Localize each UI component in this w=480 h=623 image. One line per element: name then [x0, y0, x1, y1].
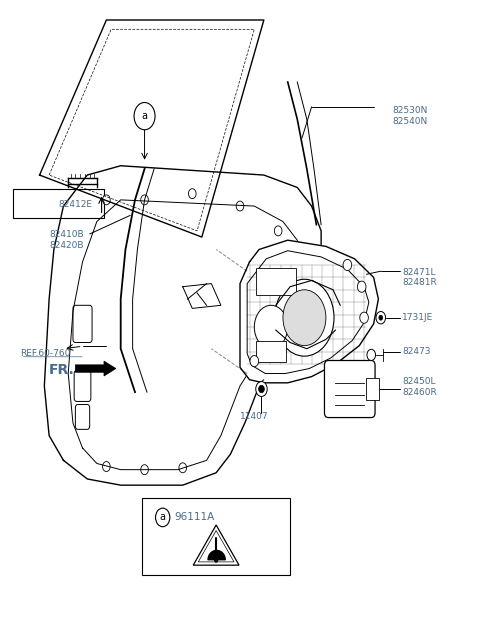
Text: 1731JE: 1731JE — [402, 313, 433, 322]
Circle shape — [376, 312, 385, 324]
Circle shape — [298, 307, 306, 316]
FancyBboxPatch shape — [73, 305, 92, 343]
Circle shape — [358, 281, 366, 292]
FancyBboxPatch shape — [142, 498, 290, 575]
Text: a: a — [160, 512, 166, 523]
Text: 82471L
82481R: 82471L 82481R — [402, 268, 437, 287]
Circle shape — [103, 195, 110, 205]
Text: 82530N
82540N: 82530N 82540N — [393, 107, 428, 126]
Text: 82412E: 82412E — [59, 201, 93, 209]
Circle shape — [254, 305, 288, 349]
Text: 82450L
82460R: 82450L 82460R — [402, 378, 437, 397]
Circle shape — [250, 356, 259, 367]
FancyBboxPatch shape — [13, 189, 104, 219]
Text: 82410B
82420B: 82410B 82420B — [49, 231, 84, 250]
FancyBboxPatch shape — [74, 371, 91, 401]
Circle shape — [134, 103, 155, 130]
Circle shape — [275, 226, 282, 236]
FancyBboxPatch shape — [256, 268, 296, 295]
Circle shape — [379, 315, 383, 320]
Circle shape — [367, 350, 375, 361]
FancyBboxPatch shape — [324, 361, 375, 417]
Text: 96111A: 96111A — [174, 512, 215, 523]
FancyBboxPatch shape — [75, 404, 90, 429]
Circle shape — [283, 290, 326, 346]
FancyBboxPatch shape — [365, 379, 379, 399]
Text: a: a — [142, 111, 147, 121]
Circle shape — [360, 312, 368, 323]
Text: 11407: 11407 — [240, 412, 269, 421]
Polygon shape — [193, 525, 239, 565]
Text: REF.60-760: REF.60-760 — [21, 349, 71, 358]
Circle shape — [259, 385, 264, 392]
Circle shape — [141, 465, 148, 475]
Text: 82473: 82473 — [402, 347, 431, 356]
Circle shape — [179, 463, 187, 473]
Circle shape — [293, 257, 301, 267]
Circle shape — [256, 381, 267, 396]
Circle shape — [236, 201, 244, 211]
Polygon shape — [198, 531, 234, 562]
Polygon shape — [240, 240, 378, 383]
Circle shape — [189, 189, 196, 199]
Circle shape — [215, 558, 217, 562]
Circle shape — [141, 195, 148, 205]
Text: FR.: FR. — [49, 363, 75, 378]
Circle shape — [103, 462, 110, 472]
Circle shape — [343, 259, 352, 270]
Circle shape — [156, 508, 170, 526]
Polygon shape — [75, 361, 116, 376]
Circle shape — [275, 279, 334, 356]
FancyBboxPatch shape — [256, 341, 286, 363]
